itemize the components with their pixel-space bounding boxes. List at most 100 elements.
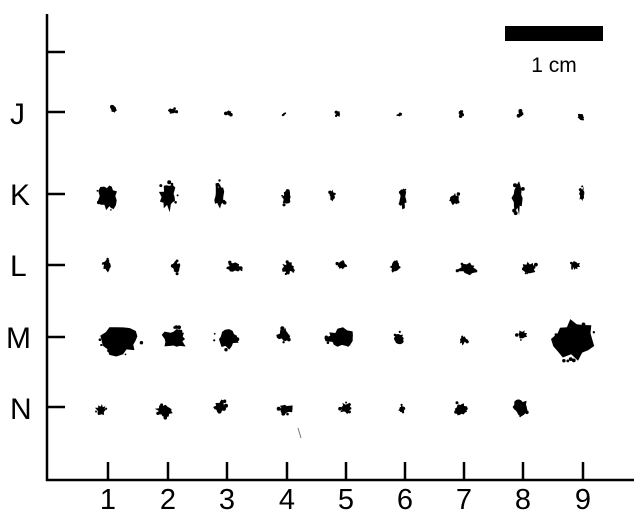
specimen-speckle [101,340,104,343]
specimen-speckle [95,410,97,413]
specimen-L2 [170,260,181,273]
specimen-speckle [534,262,538,267]
specimen-speckle [282,203,286,207]
specimen-L5 [337,260,348,270]
specimen-speckle [280,326,285,331]
specimen-speckle [345,401,348,404]
specimen-N5 [340,402,352,415]
specimen-speckle [224,403,228,408]
specimen-K7 [449,193,459,206]
specimen-N8 [512,399,528,417]
specimen-speckle [213,332,216,335]
specimen-speckle [456,200,460,204]
specimen-speckle [554,333,558,336]
specimen-speckle [397,266,401,269]
specimen-speckle [170,182,174,186]
specimen-speckle [526,272,528,275]
specimen-speckle [398,202,402,206]
specimen-speckle [100,343,103,347]
specimen-K1 [97,185,117,211]
specimen-speckle [224,111,228,116]
specimen-speckle [173,107,176,110]
row-label-N: N [10,393,32,426]
specimen-speckle [281,114,284,117]
column-label-2: 2 [160,484,176,516]
specimen-speckle [159,184,163,188]
specimen-speckle [581,185,584,188]
stray-mark [297,427,302,439]
specimen-speckle [525,410,529,415]
specimen-speckle [174,325,179,329]
specimen-N3 [213,399,227,414]
specimen-speckle [124,353,127,356]
column-label-9: 9 [575,484,591,516]
specimen-M8 [518,330,528,339]
specimen-M4 [276,327,291,342]
row-label-L: L [10,250,27,283]
specimen-N6 [398,405,406,413]
specimen-speckle [592,331,595,334]
specimen-K4 [281,189,291,204]
specimen-speckle [581,118,585,121]
x-axis-ticks [106,462,585,480]
specimen-speckle [456,192,461,196]
specimen-L8 [521,261,536,274]
specimen-speckle [285,260,289,264]
specimen-speckle [464,407,468,411]
specimen-K2 [158,184,176,213]
specimen-speckle [398,330,401,333]
column-label-6: 6 [397,484,413,516]
specimen-speckle [175,259,179,263]
specimen-speckle [571,358,576,363]
specimen-N1 [95,404,106,416]
specimen-speckle [400,403,403,406]
specimen-speckle [235,337,240,342]
specimen-speckle [324,335,328,339]
specimen-speckle [105,407,108,410]
y-axis-ticks [47,50,65,409]
specimen-speckle [99,190,101,192]
specimen-speckle [287,337,291,342]
specimen-speckle [276,406,281,411]
specimen-M3 [219,329,239,350]
specimen-grid [95,104,595,420]
specimen-speckle [513,211,518,216]
specimen-speckle [176,194,179,197]
specimen-speckle [163,415,168,420]
column-label-4: 4 [279,484,295,516]
column-label-7: 7 [456,484,472,516]
column-label-8: 8 [515,484,531,516]
specimen-speckle [519,415,522,418]
specimen-speckle [110,209,112,211]
specimen-speckle [284,112,287,115]
specimen-speckle [281,194,283,197]
specimen-K3 [214,182,225,209]
column-label-1: 1 [100,484,116,516]
specimen-speckle [568,357,573,361]
specimen-speckle [281,411,286,416]
specimen-speckle [525,408,528,412]
specimen-speckle [101,263,104,265]
specimen-speckle [581,322,586,327]
specimen-speckle [218,179,221,182]
specimen-K8 [511,181,523,215]
specimen-speckle [229,112,233,117]
specimen-speckle [404,188,407,191]
specimen-L7 [458,262,476,276]
specimen-L3 [226,262,241,272]
specimen-speckle [348,343,351,346]
specimen-speckle [240,269,243,272]
specimen-speckle [282,341,285,344]
specimen-speckle [465,340,469,344]
specimen-speckle [286,412,289,416]
specimen-speckle [167,180,172,185]
specimen-speckle [570,261,573,265]
specimen-N4 [279,404,293,415]
specimen-L1 [102,259,111,273]
specimen-speckle [458,114,463,119]
specimen-speckle [335,262,338,265]
specimen-M5 [324,327,353,347]
specimen-speckle [223,400,227,404]
specimen-speckle [110,106,114,109]
specimen-speckle [339,328,343,331]
